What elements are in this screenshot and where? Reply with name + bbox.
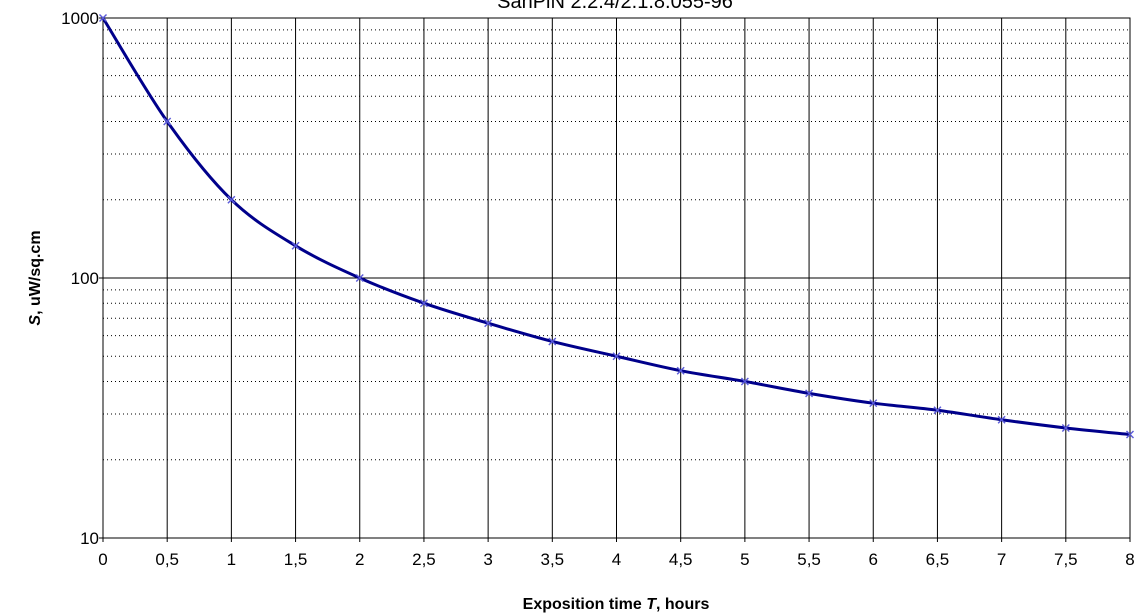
data-point-marker	[997, 415, 1006, 424]
data-point-marker	[740, 377, 749, 386]
data-point-marker	[1126, 430, 1134, 439]
x-tick-label: 7,5	[1054, 550, 1078, 569]
data-point-marker	[1061, 423, 1070, 432]
plot-frame	[102, 17, 1131, 539]
x-tick-label: 1,5	[284, 550, 308, 569]
x-tick-label: 3,5	[540, 550, 564, 569]
x-tick-label: 4	[612, 550, 621, 569]
x-axis-label-variable: T	[646, 596, 657, 613]
data-point-marker	[676, 366, 685, 375]
series-line	[101, 17, 1131, 437]
x-tick-label: 7	[997, 550, 1006, 569]
y-tick-label: 1000	[61, 9, 99, 28]
data-point-marker	[805, 389, 814, 398]
data-point-marker	[227, 195, 236, 204]
data-point-marker	[869, 399, 878, 408]
x-tick-label: 5,5	[797, 550, 821, 569]
data-point-marker	[484, 319, 493, 328]
y-tick-label: 10	[80, 529, 99, 548]
data-point-marker	[99, 14, 107, 22]
x-tick-label: 6	[869, 550, 878, 569]
series-markers	[99, 14, 1134, 439]
data-point-marker	[291, 241, 300, 250]
chart-title: SanPiN 2.2.4/2.1.8.055-96	[497, 0, 733, 13]
data-point-marker	[163, 117, 172, 126]
data-point-marker	[548, 337, 557, 346]
y-axis-label: S, uW/sq.cm	[27, 230, 44, 325]
y-axis-label-variable: S	[27, 315, 44, 326]
x-tick-label: 1	[227, 550, 236, 569]
data-point-marker	[355, 274, 364, 282]
x-tick-label: 8	[1125, 550, 1134, 569]
x-tick-label: 3	[483, 550, 492, 569]
x-tick-label: 0,5	[155, 550, 179, 569]
data-point-marker	[933, 406, 942, 415]
data-point-marker	[612, 352, 621, 361]
y-tick-label: 100	[71, 269, 99, 288]
x-axis-ticks: 0 0,5 1 1,5 2 2,5 3 3,5 4 4,5 5 5,5 6 6,5 7 7,5 8	[98, 550, 1134, 569]
x-tick-label: 4,5	[669, 550, 693, 569]
x-tick-label: 5	[740, 550, 749, 569]
x-tick-label: 0	[98, 550, 107, 569]
x-tick-label: 2	[355, 550, 364, 569]
y-axis-label-suffix: , uW/sq.cm	[27, 230, 44, 314]
data-point-marker	[419, 299, 428, 308]
x-tick-label: 6,5	[926, 550, 950, 569]
x-tick-label: 2,5	[412, 550, 436, 569]
x-axis-label-suffix: , hours	[656, 596, 709, 613]
y-axis-ticks: 10 100 1000	[61, 9, 99, 548]
x-axis-label-prefix: Exposition time	[523, 596, 647, 613]
x-axis-label: Exposition time T, hours	[523, 596, 710, 613]
